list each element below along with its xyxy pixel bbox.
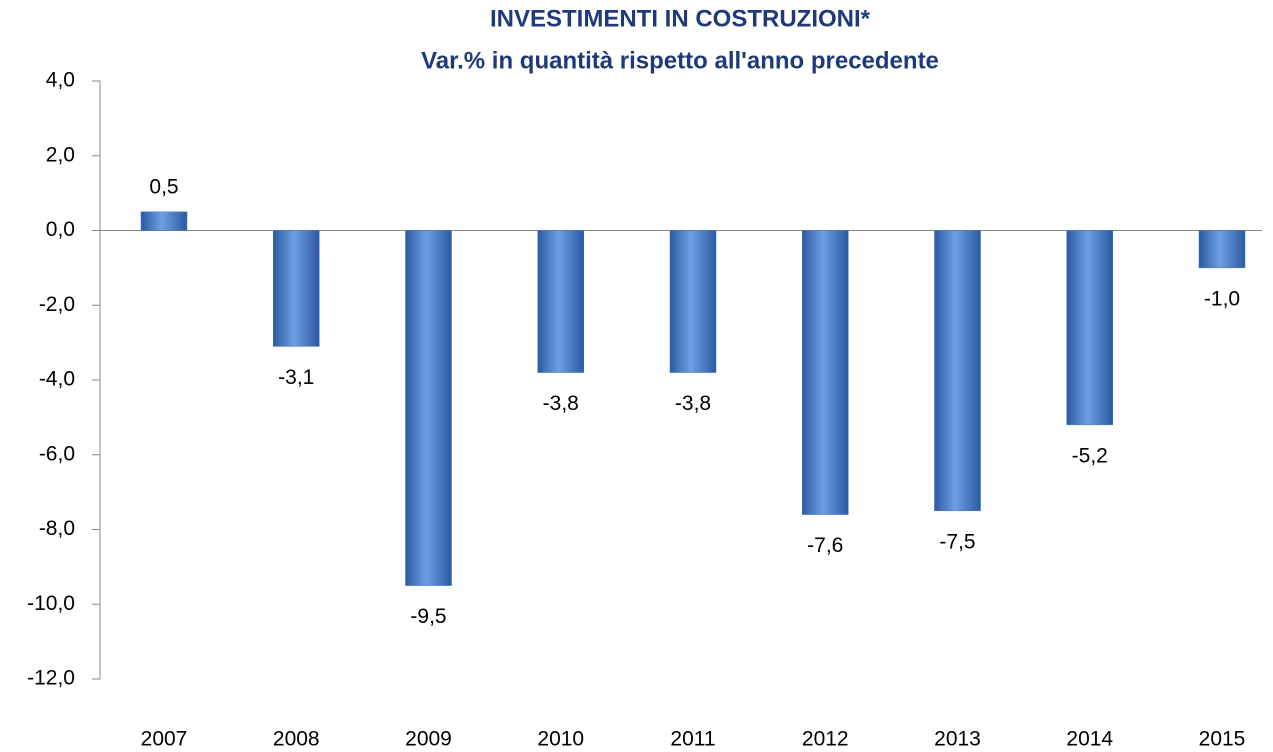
y-tick-label: -6,0 xyxy=(39,442,75,465)
bar xyxy=(537,230,584,373)
bar xyxy=(1066,230,1113,426)
y-tick-label: -2,0 xyxy=(39,293,75,316)
x-tick-label: 2014 xyxy=(1066,728,1113,751)
chart-title: INVESTIMENTI IN COSTRUZIONI* xyxy=(490,5,871,32)
y-tick-label: -8,0 xyxy=(39,517,75,540)
data-label: -3,8 xyxy=(543,392,579,415)
bar xyxy=(1198,230,1246,269)
bar xyxy=(934,230,981,512)
data-label: -7,5 xyxy=(939,530,975,553)
y-tick-label: -12,0 xyxy=(27,667,75,690)
x-tick-label: 2011 xyxy=(670,728,715,751)
bar xyxy=(802,230,849,515)
chart-subtitle: Var.% in quantità rispetto all'anno prec… xyxy=(421,47,939,74)
y-tick-label: -4,0 xyxy=(39,368,75,391)
x-tick-label: 2007 xyxy=(141,728,188,751)
data-label: -5,2 xyxy=(1072,444,1108,467)
data-label: -3,1 xyxy=(278,366,314,389)
bar xyxy=(140,211,188,231)
bar xyxy=(273,230,320,347)
y-tick-label: 4,0 xyxy=(46,69,75,92)
bar xyxy=(669,230,717,373)
data-label: 0,5 xyxy=(149,175,178,198)
data-label: -7,6 xyxy=(807,534,843,557)
bar xyxy=(405,230,452,586)
x-tick-label: 2009 xyxy=(405,728,452,751)
x-tick-label: 2008 xyxy=(273,728,320,751)
data-label: -9,5 xyxy=(410,605,446,628)
data-label: -3,8 xyxy=(675,392,711,415)
x-tick-label: 2015 xyxy=(1199,728,1246,751)
data-label: -1,0 xyxy=(1204,287,1240,310)
x-tick-label: 2013 xyxy=(934,728,981,751)
x-tick-label: 2010 xyxy=(537,728,584,751)
y-tick-label: -10,0 xyxy=(27,592,75,615)
y-tick-label: 0,0 xyxy=(46,218,75,241)
x-tick-label: 2012 xyxy=(802,728,849,751)
y-tick-label: 2,0 xyxy=(46,143,75,166)
